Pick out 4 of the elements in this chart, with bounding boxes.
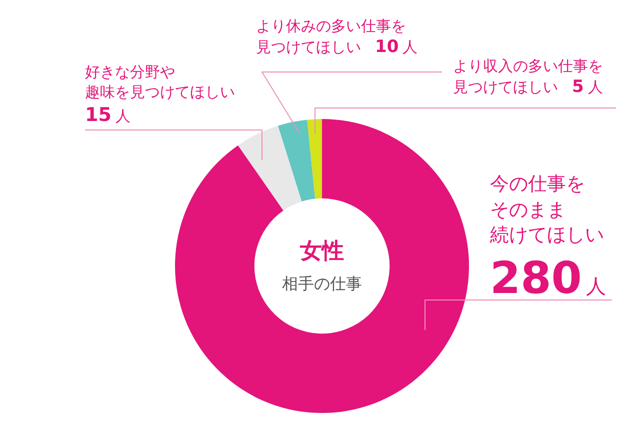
- text: 女性: [299, 238, 345, 266]
- slice-label: 好きな分野や趣味を見つけてほしい: [85, 63, 235, 102]
- text: 相手の仕事: [281, 274, 363, 295]
- slice-label: 今の仕事をそのまま続けてほしい: [490, 173, 604, 246]
